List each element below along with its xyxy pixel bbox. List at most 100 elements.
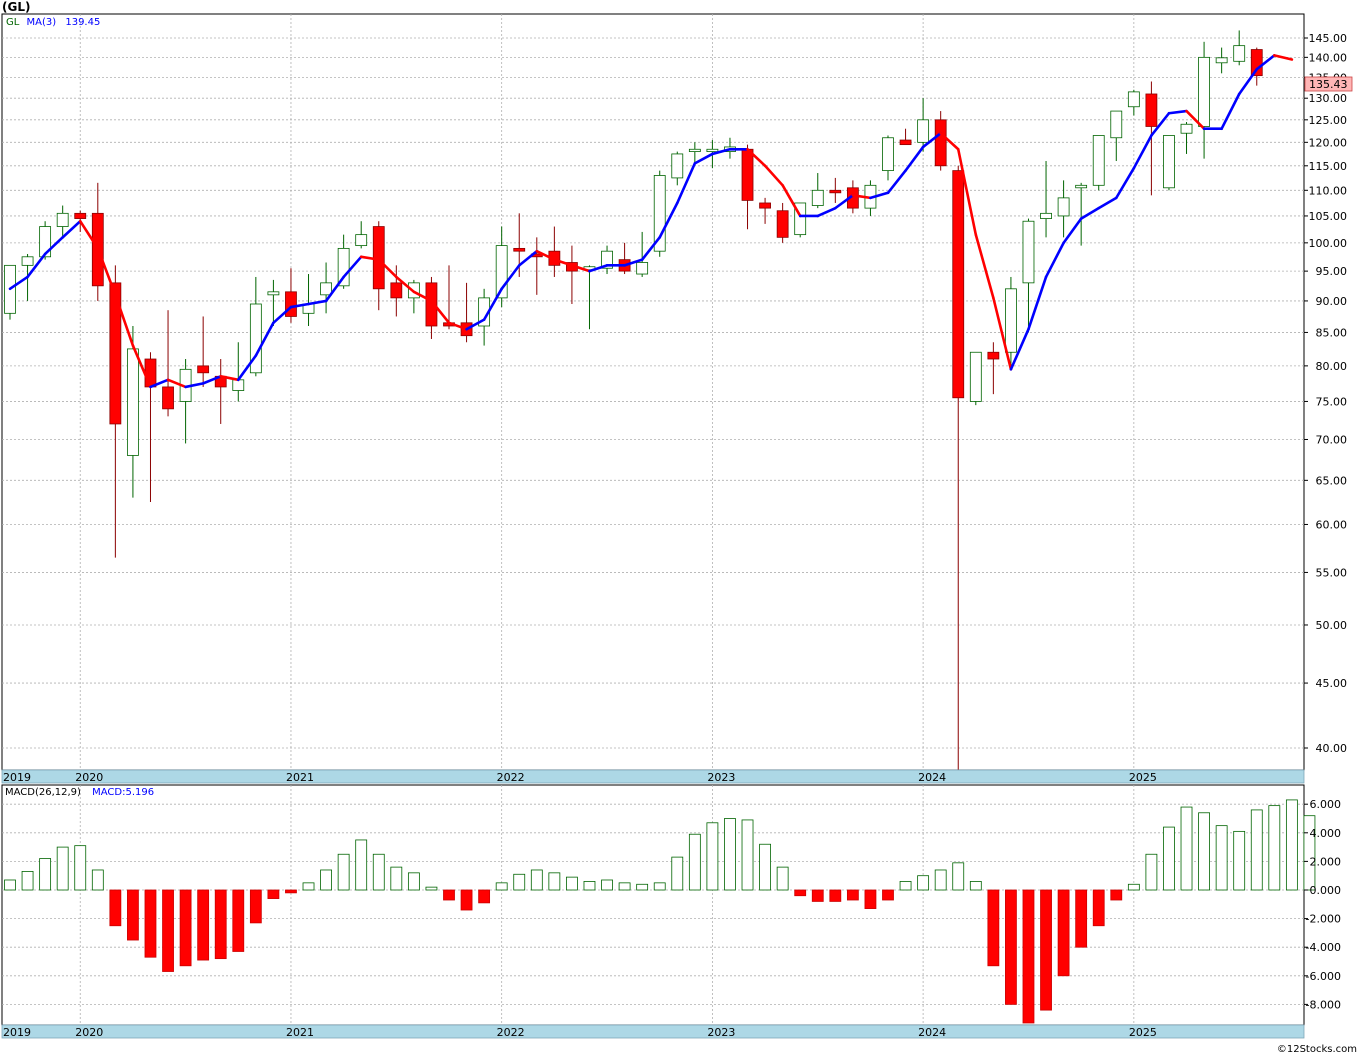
macd-bar-positive <box>74 845 87 891</box>
ma-segment <box>1237 67 1259 96</box>
last-price-box <box>1304 76 1353 92</box>
macd-bar-positive <box>776 866 789 891</box>
macd-bar-positive <box>618 882 631 891</box>
ma-segment <box>535 249 556 261</box>
macd-bar-positive <box>671 856 684 891</box>
macd-bar-positive <box>601 879 613 891</box>
ma-segment <box>1150 111 1171 137</box>
price-tick-label: 95.00 <box>1316 265 1348 278</box>
candle-up-body <box>1198 56 1210 127</box>
candle <box>811 173 824 209</box>
macd-tick-label: 0.000 <box>1310 884 1342 897</box>
price-tick-label: 125.00 <box>1309 114 1348 127</box>
candle-down-body <box>390 282 403 299</box>
ma-segment <box>254 321 275 357</box>
ma-segment <box>1062 217 1083 245</box>
ma-segment <box>675 162 697 205</box>
ma-segment <box>184 382 205 389</box>
macd-bar-negative <box>197 889 210 961</box>
ma-segment <box>342 255 363 279</box>
macd-bar-positive <box>969 881 982 891</box>
candle-down-body <box>829 189 842 194</box>
macd-bar-negative <box>987 889 1000 967</box>
candle-up-body <box>21 256 34 266</box>
price-panel-frame <box>1 13 1305 771</box>
macd-bar-negative <box>1110 889 1123 901</box>
ma-segment <box>588 264 609 273</box>
price-tick-label: 60.00 <box>1316 518 1348 531</box>
price-grid <box>2 14 1304 770</box>
macd-bar-positive <box>653 882 666 891</box>
price-tick-label: 105.00 <box>1309 210 1348 223</box>
macd-tick-label: -2.000 <box>1306 913 1341 926</box>
price-tick-label: 70.00 <box>1316 433 1348 446</box>
candle-down-body <box>197 365 210 374</box>
year-axis-bottom: 2019 2020 2021 2022 2023 2024 2025 <box>1 1024 1305 1039</box>
price-tick-label: 85.00 <box>1316 326 1348 339</box>
candle <box>653 170 666 257</box>
ma-segment <box>1255 54 1276 71</box>
candle-down-body <box>285 291 297 317</box>
candle-up-body <box>1092 135 1105 186</box>
ma-segment <box>201 374 223 385</box>
candle-down-body <box>425 282 438 327</box>
macd-bar-positive <box>1285 799 1298 891</box>
candle <box>495 226 508 308</box>
candle-down-body <box>162 386 174 410</box>
candle-up-body <box>601 250 613 269</box>
macd-bar-positive <box>513 873 526 891</box>
macd-bar-positive <box>21 871 34 891</box>
ma-segment <box>974 233 995 300</box>
macd-bar-negative <box>811 889 824 902</box>
candle-up-body <box>1075 184 1088 189</box>
candle <box>267 279 280 326</box>
macd-bar-negative <box>864 889 877 909</box>
macd-legend: MACD(26,12,9) MACD:5.196 <box>5 787 154 798</box>
macd-bar-positive <box>320 869 332 891</box>
ma-segment <box>746 147 767 168</box>
ma-segment <box>149 378 170 389</box>
bottom-axis-year-label: 2023 <box>707 1026 735 1039</box>
candle-up-body <box>1005 288 1017 353</box>
ma-segment <box>623 258 644 267</box>
candle-up-body <box>1163 135 1175 189</box>
macd-bar-positive <box>688 833 701 891</box>
macd-bar-negative <box>1005 889 1017 1005</box>
legend-symbol: GL <box>6 17 20 28</box>
price-y-axis: 145.00140.00135.00130.00125.00120.00115.… <box>1304 32 1347 755</box>
macd-bar-negative <box>249 889 262 924</box>
macd-bar-positive <box>566 876 578 891</box>
candle <box>636 231 649 277</box>
ma-segment <box>78 219 100 250</box>
macd-bar-negative <box>1075 889 1088 948</box>
candle <box>285 268 297 323</box>
macd-bar-negative <box>829 889 842 902</box>
candle <box>1233 30 1246 66</box>
candle-up-body <box>1040 212 1052 219</box>
ma-segment <box>869 191 890 200</box>
macd-bar-positive <box>425 886 438 891</box>
macd-bar-positive <box>39 858 52 891</box>
macd-bar-negative <box>882 889 894 901</box>
ma-segment <box>377 258 398 279</box>
candle <box>162 310 174 417</box>
bottom-axis-band <box>1 1024 1305 1039</box>
macd-tick-label: 4.000 <box>1310 827 1342 840</box>
top-axis-band <box>1 769 1305 784</box>
ma-segment <box>61 219 82 239</box>
macd-bar-negative <box>1057 889 1070 977</box>
macd-bar-negative <box>285 889 297 894</box>
candle <box>1092 135 1105 191</box>
macd-bar-negative <box>179 889 192 967</box>
macd-bar-negative <box>127 889 139 941</box>
macd-bar-positive <box>355 839 368 891</box>
price-tick-label: 65.00 <box>1316 474 1348 487</box>
bottom-axis-year-label: 2025 <box>1129 1026 1157 1039</box>
macd-bar-negative <box>1040 889 1052 1011</box>
ma-segment <box>96 247 117 297</box>
macd-bar-positive <box>1145 853 1158 891</box>
candle-up-body <box>267 291 280 296</box>
macd-bar-negative <box>214 889 227 960</box>
candle-down-body <box>987 351 1000 360</box>
